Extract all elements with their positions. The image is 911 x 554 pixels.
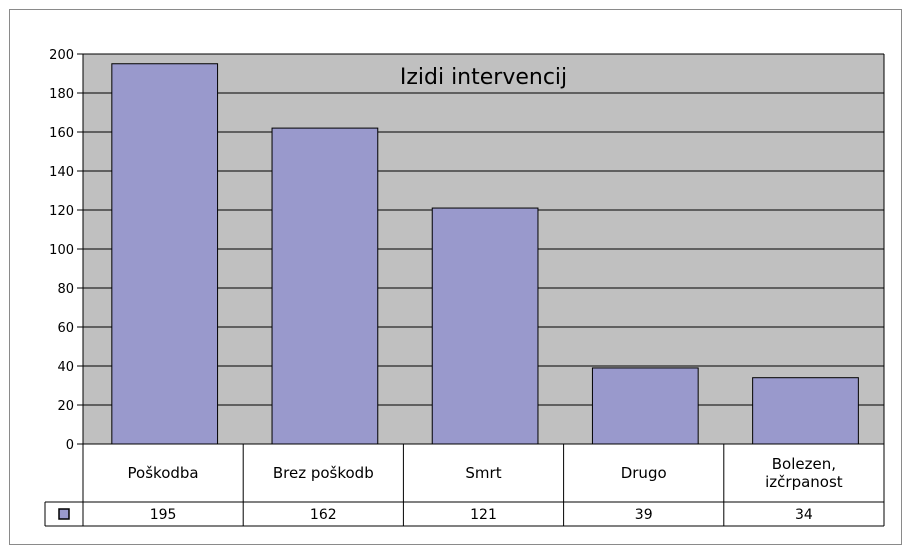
y-tick-label: 160 — [49, 126, 74, 141]
y-tick-label: 140 — [49, 165, 74, 180]
category-label: Drugo — [621, 464, 667, 482]
bar — [111, 63, 219, 445]
category-label: Bolezen, — [772, 455, 836, 473]
value-label: 195 — [150, 507, 177, 523]
y-tick-label: 0 — [66, 438, 74, 453]
chart-title: Izidi intervencij — [400, 65, 567, 90]
bar — [271, 127, 379, 445]
y-tick-label: 200 — [49, 48, 74, 63]
category-label: Smrt — [465, 464, 501, 482]
y-tick-label: 180 — [49, 87, 74, 102]
value-label: 121 — [470, 507, 497, 523]
chart-frame: 0 20 40 60 80 100 120 140 160 180 200 Poškodba 195 B… — [9, 9, 902, 545]
bar — [431, 207, 539, 445]
y-tick-label: 60 — [57, 321, 74, 336]
legend-key-swatch — [58, 508, 70, 520]
bars — [111, 63, 859, 445]
bar — [752, 377, 859, 445]
y-tick-label: 40 — [57, 360, 74, 375]
value-label: 34 — [795, 507, 813, 523]
category-label: Brez poškodb — [273, 464, 374, 482]
y-tick-label: 100 — [49, 243, 74, 258]
axes: 0 20 40 60 80 100 120 140 160 180 200 — [49, 48, 885, 453]
category-label: Poškodba — [128, 464, 199, 482]
data-table: Poškodba 195 Brez poškodb 162 Smrt 121 Drugo 39… — [44, 444, 885, 527]
category-label: izčrpanost — [765, 473, 843, 491]
value-label: 39 — [635, 507, 653, 523]
value-label: 162 — [310, 507, 337, 523]
y-tick-label: 80 — [57, 282, 74, 297]
y-tick-label: 20 — [57, 399, 74, 414]
bar — [591, 367, 699, 445]
bar-chart: 0 20 40 60 80 100 120 140 160 180 200 Poškodba 195 B… — [44, 48, 885, 527]
y-tick-label: 120 — [49, 204, 74, 219]
